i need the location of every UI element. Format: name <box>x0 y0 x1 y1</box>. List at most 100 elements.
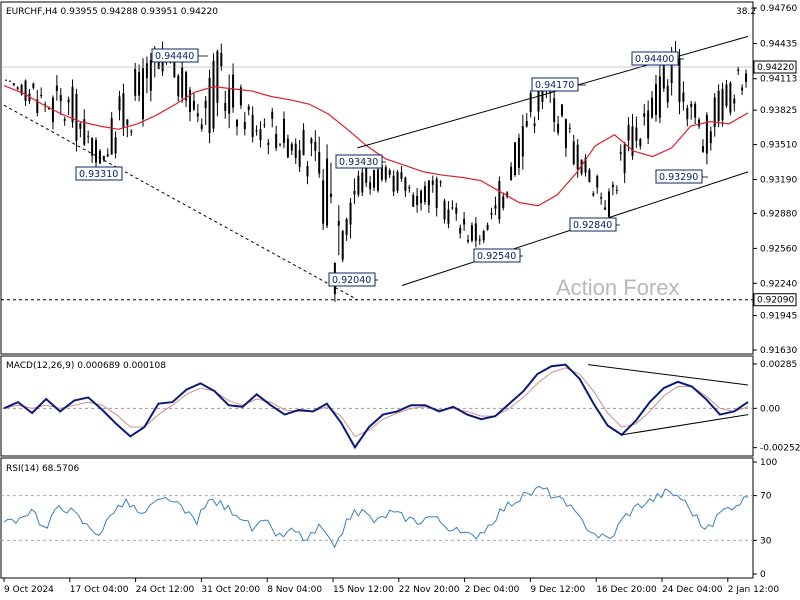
candle-body <box>196 113 199 117</box>
trend-line-dashed <box>3 104 358 301</box>
candle-body <box>282 118 285 143</box>
price-axis: 0.94760 0.94435 0.94113 0.93825 0.93510 0.931… <box>753 4 797 356</box>
candle-body <box>388 170 391 175</box>
candle-body <box>349 202 352 225</box>
price-label-text: 0.92040 <box>332 275 371 286</box>
candle-body <box>318 151 321 174</box>
price-label-box <box>631 51 679 66</box>
candle-body <box>181 67 184 98</box>
price-label-text: 0.93290 <box>659 172 698 183</box>
time-tick-label: 9 Oct 2024 <box>4 585 54 595</box>
candle-body <box>412 195 415 207</box>
candle-body <box>365 167 368 183</box>
candle-body <box>235 120 238 127</box>
candle-body <box>557 123 560 133</box>
current-price-label: 0.94220 <box>757 63 794 73</box>
candle-body <box>306 165 309 177</box>
candle-body <box>482 230 485 241</box>
candle-body <box>404 177 407 191</box>
candle-body <box>271 111 274 119</box>
time-tick-label: 9 Dec 12:00 <box>530 585 585 595</box>
rsi-axis: 100 70 30 0 <box>753 458 777 580</box>
candle-body <box>83 119 86 145</box>
time-axis: 9 Oct 2024 17 Oct 04:00 24 Oct 12:00 31 Oct… <box>3 578 779 595</box>
candle-body <box>498 181 501 220</box>
rsi-plot <box>1 485 753 549</box>
channel-line <box>357 35 749 149</box>
candle-body <box>208 77 211 134</box>
candle-body <box>71 86 74 123</box>
candle-body <box>682 92 685 102</box>
macd-trend-lower <box>621 414 749 436</box>
candle-body <box>106 154 109 157</box>
candle-body <box>521 126 524 157</box>
candle-body <box>443 200 446 220</box>
candle-body <box>439 181 442 183</box>
candle-body <box>686 107 689 120</box>
candle-body <box>576 144 579 170</box>
candle-body <box>87 135 90 137</box>
time-tick-label: 16 Dec 20:00 <box>596 585 657 595</box>
candle-body <box>341 230 344 260</box>
candle-body <box>357 175 360 195</box>
candle-body <box>36 99 39 113</box>
candle-body <box>337 220 340 226</box>
candle-body <box>361 172 364 193</box>
price-label-box <box>75 166 123 181</box>
candle-body <box>643 113 646 117</box>
candle-body <box>263 124 266 126</box>
candle-body <box>651 97 654 118</box>
macd-plot <box>1 363 753 450</box>
macd-signal-line <box>3 367 749 438</box>
moving-average <box>3 85 749 207</box>
watermark: Action Forex <box>556 275 680 300</box>
price-tick-label: 0.92560 <box>760 244 797 254</box>
candle-body <box>713 97 716 128</box>
candle-body <box>455 207 458 214</box>
price-label-text: 0.93310 <box>79 169 118 180</box>
price-tick-label: 0.92240 <box>760 279 797 289</box>
candle-body <box>701 146 704 152</box>
candle-body <box>631 126 634 156</box>
candle-body <box>212 60 215 129</box>
candle-body <box>48 108 51 110</box>
candle-body <box>98 150 101 164</box>
candle-body <box>189 89 191 112</box>
candle-body <box>654 84 657 115</box>
price-label-box <box>328 272 376 287</box>
candle-body <box>63 119 66 121</box>
support-level-label: 0.92090 <box>757 296 794 306</box>
price-labels: 0.94440 0.93310 0.93430 0.92040 0.92540 0.941… <box>75 48 708 287</box>
candle-body <box>408 187 411 189</box>
candle-body <box>447 209 450 224</box>
candle-body <box>745 73 748 83</box>
candle-body <box>247 106 250 110</box>
macd-axis: 0.00285 0.00 -0.002521 <box>753 360 800 454</box>
candle-body <box>185 72 188 101</box>
candle-body <box>670 56 673 84</box>
candle-body <box>486 224 489 230</box>
candle-body <box>126 119 129 125</box>
candle-body <box>380 164 383 180</box>
candle-body <box>537 86 540 112</box>
price-label-text: 0.94170 <box>535 80 574 91</box>
chart-header: EURCHF,H4 0.93955 0.94288 0.93951 0.9422… <box>6 7 218 17</box>
candle-body <box>561 104 563 116</box>
candle-body <box>4 79 7 81</box>
candle-body <box>553 98 556 122</box>
macd-title: MACD(12,26,9) 0.000689 0.000108 <box>6 361 166 371</box>
candle-body <box>451 207 454 209</box>
rsi-tick-label: 70 <box>760 492 772 502</box>
price-label-text: 0.92840 <box>573 220 612 231</box>
candle-body <box>114 137 117 154</box>
macd-tick-label: -0.002521 <box>760 444 800 454</box>
candle-body <box>420 190 423 204</box>
candle-body <box>134 68 137 96</box>
candle-body <box>494 205 497 209</box>
candle-body <box>431 180 434 185</box>
candle-body <box>694 103 697 118</box>
candle-body <box>514 142 517 176</box>
candle-body <box>75 94 78 141</box>
candle-body <box>138 72 141 96</box>
candle-body <box>220 52 223 67</box>
